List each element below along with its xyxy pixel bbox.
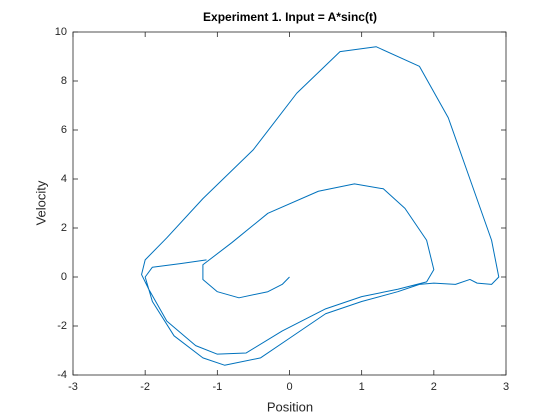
x-tick-label: -3 — [68, 381, 78, 393]
y-tick-label: 10 — [55, 26, 67, 38]
data-line — [141, 46, 500, 366]
y-tick-label: 4 — [61, 173, 67, 185]
x-tick-label: -1 — [212, 381, 222, 393]
chart-title: Experiment 1. Input = A*sinc(t) — [203, 10, 377, 24]
x-tick-label: 2 — [431, 381, 437, 393]
x-tick-label: 0 — [286, 381, 292, 393]
x-tick-label: 3 — [503, 381, 509, 393]
y-axis-label: Velocity — [33, 180, 48, 225]
y-tick-label: -2 — [57, 320, 67, 332]
x-axis-label: Position — [267, 399, 313, 414]
y-tick-label: 2 — [61, 222, 67, 234]
y-tick-label: 0 — [61, 271, 67, 283]
y-tick-label: -4 — [57, 369, 67, 381]
x-tick-label: -2 — [140, 381, 150, 393]
y-tick-label: 6 — [61, 124, 67, 136]
x-tick-label: 1 — [359, 381, 365, 393]
y-tick-label: 8 — [61, 75, 67, 87]
